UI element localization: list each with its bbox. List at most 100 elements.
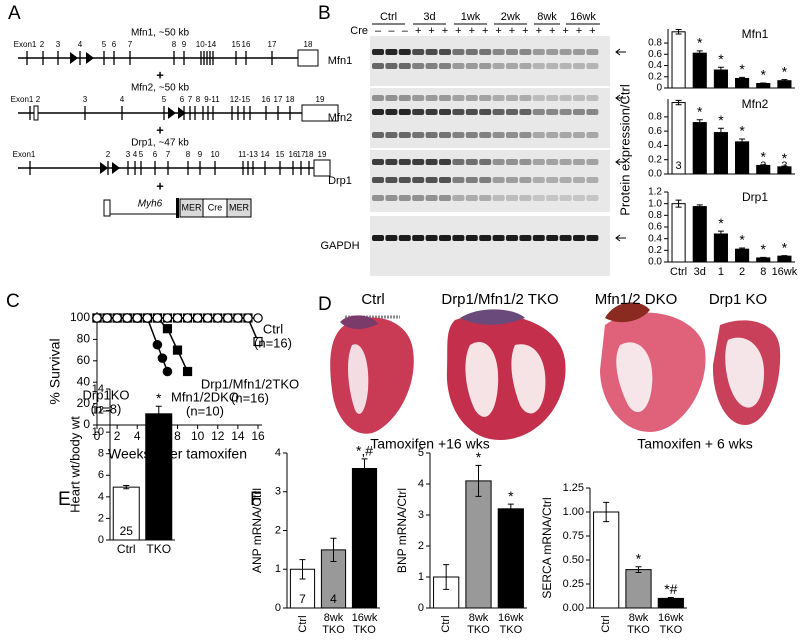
exon-label: 3	[126, 150, 131, 159]
exon-label: 11-13	[238, 150, 258, 159]
blot-band	[398, 63, 411, 69]
n-label: 7	[299, 592, 306, 606]
panel-label: B	[318, 3, 331, 24]
exon-label: 16	[242, 40, 251, 49]
y-tick-label: 1	[275, 563, 281, 575]
heart-cavity	[465, 341, 499, 417]
exon-label: 2	[106, 150, 111, 159]
blot-band	[425, 95, 438, 101]
x-tick-label: Ctrl	[440, 615, 453, 633]
blot-label: GAPDH	[320, 240, 359, 252]
error-bar	[717, 127, 724, 138]
blot-band	[465, 177, 478, 183]
error-bar	[739, 247, 746, 251]
exon-label: 18	[304, 40, 313, 49]
blot-band	[452, 109, 465, 115]
survival-marker	[92, 313, 102, 323]
survival-marker	[233, 313, 243, 323]
x-tick-label: 16wk TKO	[657, 612, 684, 636]
lane-group-label: 8wk	[537, 11, 557, 23]
blot-band	[372, 177, 384, 183]
y-tick-label: 0.00	[563, 602, 584, 614]
y-tick-label: 0.75	[563, 530, 584, 542]
error-bar	[299, 559, 306, 580]
survival-marker	[142, 313, 153, 323]
blot-band	[492, 235, 505, 241]
y-tick-label: 0.2	[648, 154, 662, 165]
blot-band	[573, 63, 585, 69]
exon-label: 3	[56, 40, 61, 49]
error-bar	[717, 230, 724, 238]
y-tick-label: 100	[70, 310, 90, 324]
blot-band	[586, 235, 599, 241]
blot-band	[506, 109, 518, 115]
x-tick-label: Ctrl	[296, 615, 309, 633]
blot-band	[559, 63, 572, 69]
blot-band	[532, 63, 545, 69]
series-n-label: (n=10)	[186, 403, 224, 418]
exon-label: 8	[172, 40, 177, 49]
blot-band	[465, 159, 478, 165]
blot-band	[465, 63, 478, 69]
significance-mark: *	[739, 123, 745, 139]
blot-band	[385, 235, 398, 241]
y-axis-label: ANP mRNA/Ctrl	[250, 488, 264, 573]
survival-marker	[152, 313, 163, 323]
exon-label: Exon1	[13, 150, 36, 159]
y-axis-label: Heart wt/body wt	[67, 416, 82, 513]
blot-band	[452, 132, 465, 138]
blot-band	[546, 159, 559, 165]
exon-label: 8	[186, 150, 191, 159]
exon-label: 6	[112, 40, 117, 49]
cre-sign: +	[549, 25, 555, 37]
bar	[671, 31, 686, 89]
histology-condition: Tamoxifen +16 wks	[370, 436, 489, 452]
blot-band	[439, 159, 451, 165]
bar	[735, 248, 750, 263]
significance-mark: *	[761, 148, 767, 164]
blot-band	[385, 132, 398, 138]
series-n-label: (n=8)	[91, 401, 122, 416]
y-tick-label: 14	[92, 383, 104, 395]
blot-band	[398, 132, 411, 138]
y-tick-label: 1.00	[563, 506, 584, 518]
y-tick-label: 4	[418, 478, 424, 490]
blot-band	[573, 49, 585, 55]
x-tick-label: 2	[114, 429, 121, 443]
exon-label: 10	[211, 150, 220, 159]
loxp-site	[86, 52, 94, 64]
blot-band	[412, 95, 425, 101]
blot-label: Mfn1	[328, 55, 352, 67]
exon-label: 9	[182, 40, 187, 49]
blot-band	[586, 177, 599, 183]
blot-band	[573, 109, 585, 115]
histology-label: Drp1/Mfn1/2 TKO	[441, 291, 558, 308]
blot-band	[452, 63, 465, 69]
heart-cavity	[348, 344, 369, 414]
panel-label: C	[6, 291, 20, 312]
cre-label: Cre	[350, 25, 368, 37]
blot-band	[452, 49, 465, 55]
blot-band	[519, 63, 532, 69]
lane-group-label: Ctrl	[380, 11, 397, 23]
blot-band	[479, 177, 492, 183]
blot-band	[452, 159, 465, 165]
blot-band	[479, 109, 492, 115]
blot-band	[506, 95, 518, 101]
transgene-part	[226, 198, 252, 218]
cre-sign: +	[469, 25, 475, 37]
band-arrow	[615, 94, 626, 102]
blot-band	[506, 195, 518, 201]
y-tick-label: 0.6	[648, 126, 662, 137]
exon	[33, 105, 39, 121]
y-tick-label: 1.25	[563, 482, 584, 494]
survival-marker	[122, 313, 132, 323]
significance-mark: *,#	[356, 443, 373, 459]
blot-band	[465, 49, 478, 55]
y-tick-label: 3	[275, 486, 281, 498]
exon-label: 9	[198, 150, 203, 159]
heart-cavity	[616, 342, 653, 413]
blot-band	[559, 95, 572, 101]
error-bar	[760, 82, 767, 85]
